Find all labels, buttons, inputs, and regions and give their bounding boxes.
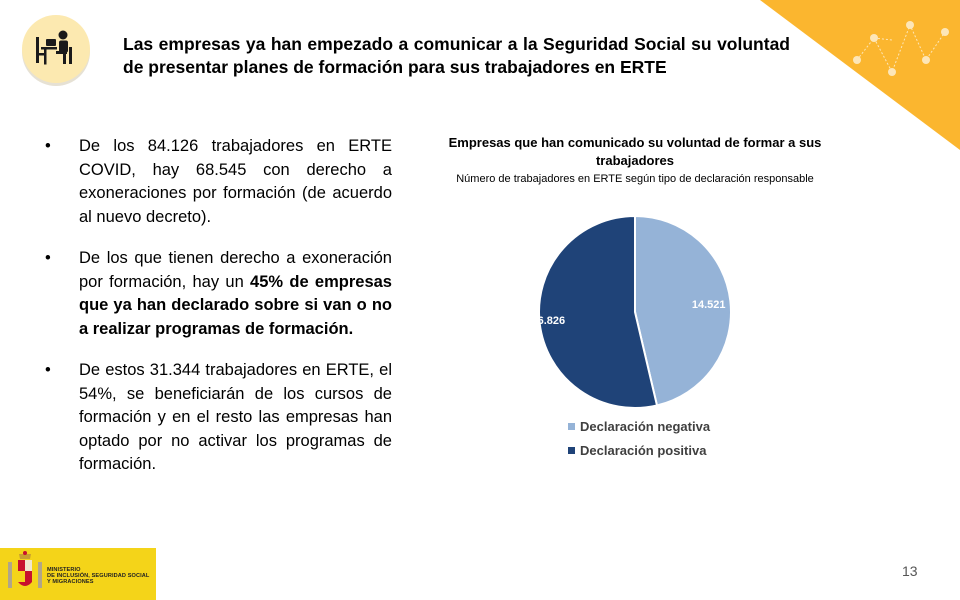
legend-swatch-negative [568,422,575,430]
legend-swatch-positive [568,446,575,454]
ministry-logo: MINISTERIO DE INCLUSIÓN, SEGURIDAD SOCIA… [0,548,156,600]
pie-data-label: 16.826 [536,315,565,327]
logo-line: MINISTERIO [47,567,81,573]
bullet-text: De los que tienen derecho a exoneración … [79,249,392,291]
page-number: 13 [902,563,918,579]
bullet-marker: • [45,361,51,379]
legend-label: Declaración positiva [580,442,707,458]
legend-item-positive: Declaración positiva [568,438,710,462]
legend-label: Declaración negativa [580,418,711,434]
bullet-list: • De los 84.126 trabajadores en ERTE COV… [42,135,392,495]
chart-title: Empresas que han comunicado su voluntad … [448,135,822,168]
bullet-marker: • [45,249,51,267]
pie-slice-positive [538,214,659,409]
coat-of-arms-icon [8,551,42,588]
logo-line: Y MIGRACIONES [47,579,94,586]
bullet-marker: • [45,137,51,155]
bullet-item: • De los que tienen derecho a exoneració… [42,247,392,341]
pie-slice-negative [634,214,732,407]
chart-legend: Declaración negativa Declaración positiv… [568,414,710,462]
bullet-text: De estos 31.344 trabajadores en ERTE, el… [79,361,392,473]
bullet-item: • De los 84.126 trabajadores en ERTE COV… [42,135,392,229]
pie-data-label: 14.521 [692,299,726,311]
bullet-text: De los 84.126 trabajadores en ERTE COVID… [79,137,392,226]
legend-item-negative: Declaración negativa [568,414,710,438]
logo-text: MINISTERIO DE INCLUSIÓN, SEGURIDAD SOCIA… [47,567,149,586]
bullet-emphasis: 45% de empresas que ya han declarado sob… [79,272,392,338]
corner-decoration [760,0,960,150]
pie-chart: 14.521 16.826 [536,214,732,409]
page-title: Las empresas ya han empezado a comunicar… [123,34,790,77]
worker-at-desk-icon [19,13,93,87]
network-nodes-icon [856,23,946,74]
chart-subtitle: Número de trabajadores en ERTE según tip… [456,173,814,185]
logo-line: DE INCLUSIÓN, SEGURIDAD SOCIAL [47,573,150,580]
bullet-item: • De estos 31.344 trabajadores en ERTE, … [42,359,392,477]
